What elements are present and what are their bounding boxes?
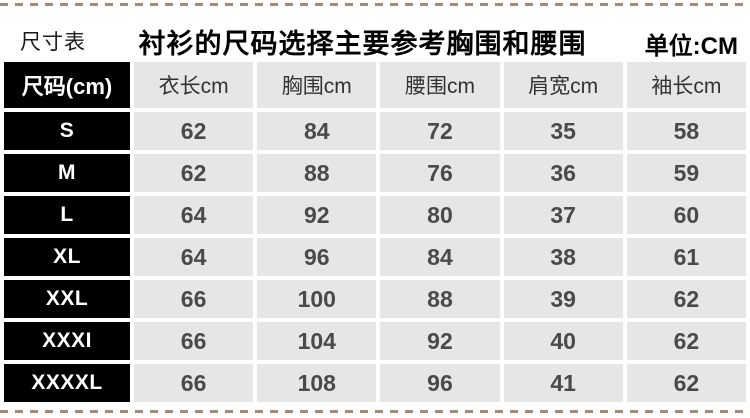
page-title: 衬衫的尺码选择主要参考胸围和腰围	[138, 29, 587, 59]
table-row: XXXI 66 104 92 40 62	[4, 322, 746, 360]
table-row: XL 64 96 84 38 61	[4, 238, 746, 276]
value-cell: 58	[626, 112, 746, 150]
value-cell: 66	[134, 280, 254, 318]
value-cell: 72	[380, 112, 500, 150]
value-cell: 39	[503, 280, 623, 318]
unit-label: 单位:CM	[644, 33, 738, 60]
column-header: 胸围cm	[257, 62, 377, 108]
value-cell: 84	[380, 238, 500, 276]
size-cell: L	[4, 196, 130, 234]
table-row: S 62 84 72 35 58	[4, 112, 746, 150]
size-cell: XXXXL	[4, 364, 130, 402]
size-cell: XL	[4, 238, 130, 276]
size-cell: S	[4, 112, 130, 150]
table-row: XXXXL 66 108 96 41 62	[4, 364, 746, 402]
value-cell: 60	[626, 196, 746, 234]
value-cell: 108	[257, 364, 377, 402]
column-header: 袖长cm	[626, 62, 746, 108]
size-cell: XXXI	[4, 322, 130, 360]
value-cell: 66	[134, 364, 254, 402]
value-cell: 92	[380, 322, 500, 360]
value-cell: 64	[134, 238, 254, 276]
value-cell: 62	[626, 322, 746, 360]
value-cell: 62	[626, 364, 746, 402]
value-cell: 76	[380, 154, 500, 192]
table-row: XXL 66 100 88 39 62	[4, 280, 746, 318]
value-cell: 66	[134, 322, 254, 360]
value-cell: 62	[134, 154, 254, 192]
size-chart-label: 尺寸表	[20, 31, 86, 54]
value-cell: 80	[380, 196, 500, 234]
value-cell: 35	[503, 112, 623, 150]
value-cell: 62	[626, 280, 746, 318]
size-table: 尺码(cm) 衣长cm 胸围cm 腰围cm 肩宽cm 袖长cm S 62 84 72 35 58 M 6…	[0, 58, 750, 406]
value-cell: 88	[257, 154, 377, 192]
size-cell: XXL	[4, 280, 130, 318]
top-dashed-divider	[0, 3, 750, 6]
column-header: 肩宽cm	[503, 62, 623, 108]
value-cell: 36	[503, 154, 623, 192]
value-cell: 88	[380, 280, 500, 318]
value-cell: 59	[626, 154, 746, 192]
value-cell: 62	[134, 112, 254, 150]
value-cell: 38	[503, 238, 623, 276]
header-band: 尺寸表 衬衫的尺码选择主要参考胸围和腰围 单位:CM	[0, 0, 750, 60]
table-row: L 64 92 80 37 60	[4, 196, 746, 234]
table-header-row: 尺码(cm) 衣长cm 胸围cm 腰围cm 肩宽cm 袖长cm	[4, 62, 746, 108]
value-cell: 104	[257, 322, 377, 360]
value-cell: 61	[626, 238, 746, 276]
value-cell: 96	[257, 238, 377, 276]
value-cell: 100	[257, 280, 377, 318]
value-cell: 40	[503, 322, 623, 360]
table-row: M 62 88 76 36 59	[4, 154, 746, 192]
size-cell: M	[4, 154, 130, 192]
value-cell: 96	[380, 364, 500, 402]
value-cell: 37	[503, 196, 623, 234]
bottom-dashed-divider	[0, 410, 750, 413]
value-cell: 41	[503, 364, 623, 402]
size-column-header: 尺码(cm)	[4, 62, 130, 108]
value-cell: 64	[134, 196, 254, 234]
column-header: 衣长cm	[134, 62, 254, 108]
value-cell: 92	[257, 196, 377, 234]
column-header: 腰围cm	[380, 62, 500, 108]
value-cell: 84	[257, 112, 377, 150]
